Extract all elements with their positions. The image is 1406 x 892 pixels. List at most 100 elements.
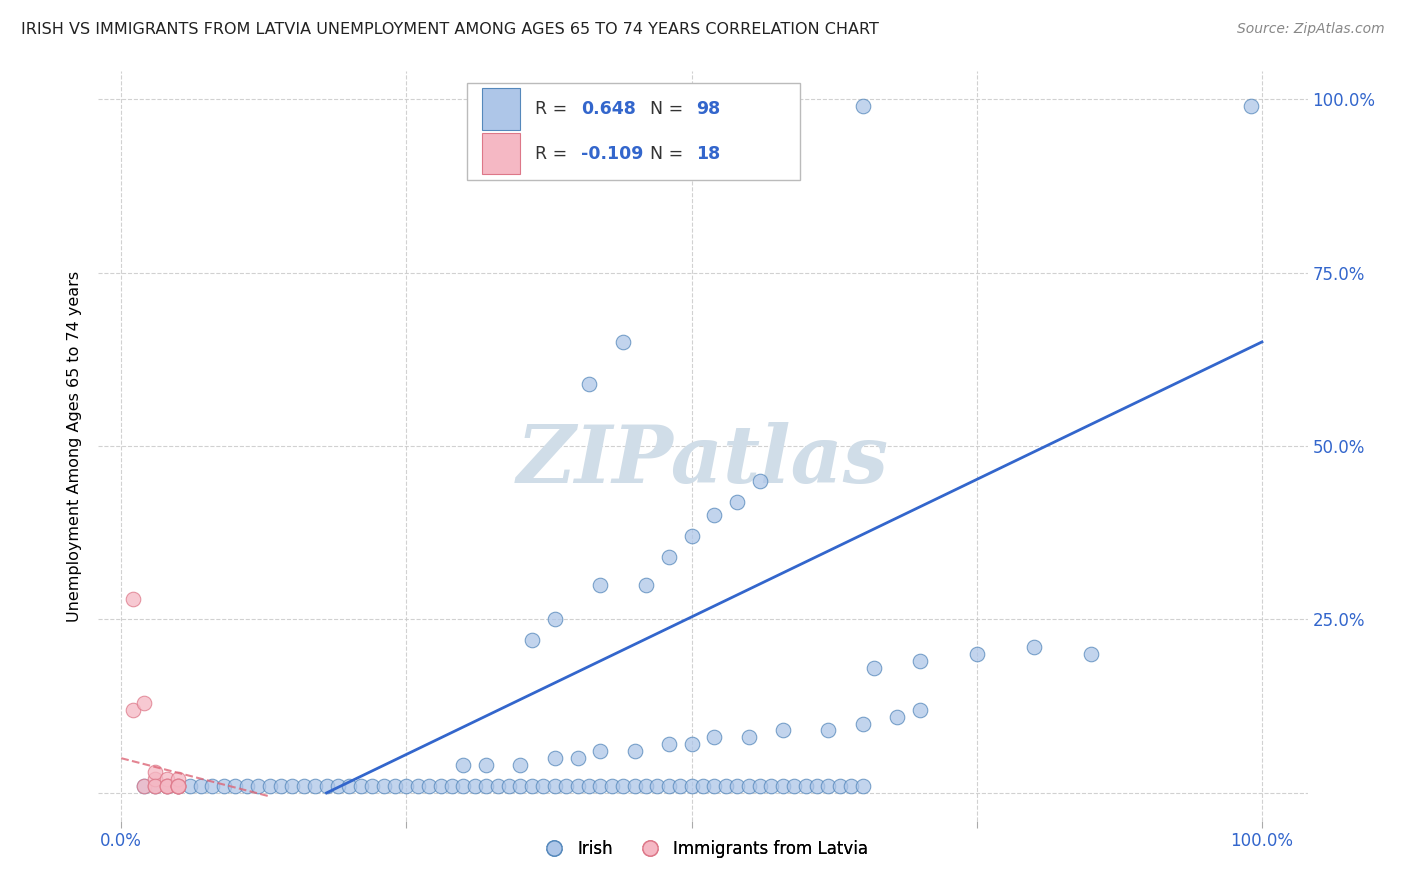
Point bbox=[156, 779, 179, 793]
Point bbox=[886, 709, 908, 723]
Point bbox=[281, 779, 304, 793]
Point bbox=[555, 779, 578, 793]
Point bbox=[578, 779, 600, 793]
Point bbox=[647, 779, 669, 793]
Point bbox=[749, 779, 772, 793]
Point bbox=[167, 779, 190, 793]
Point bbox=[145, 765, 167, 780]
Point bbox=[772, 779, 794, 793]
Text: N =: N = bbox=[650, 145, 689, 162]
Point bbox=[852, 779, 875, 793]
Point bbox=[441, 779, 464, 793]
Point bbox=[863, 661, 886, 675]
Point bbox=[567, 779, 589, 793]
Point bbox=[623, 779, 645, 793]
Point bbox=[623, 744, 645, 758]
Point bbox=[201, 779, 224, 793]
Point bbox=[179, 779, 201, 793]
Point bbox=[475, 758, 498, 772]
Point bbox=[145, 779, 167, 793]
Point bbox=[669, 779, 692, 793]
Point bbox=[520, 633, 543, 648]
Point bbox=[259, 779, 281, 793]
Text: 98: 98 bbox=[696, 100, 720, 118]
Point bbox=[567, 751, 589, 765]
Point bbox=[395, 779, 418, 793]
Point bbox=[384, 779, 406, 793]
Point bbox=[828, 779, 851, 793]
Point bbox=[315, 779, 337, 793]
Point bbox=[156, 779, 179, 793]
Point bbox=[966, 647, 988, 661]
Point bbox=[908, 703, 931, 717]
Point bbox=[589, 578, 612, 592]
Text: -0.109: -0.109 bbox=[581, 145, 644, 162]
Point bbox=[612, 334, 634, 349]
Point bbox=[145, 779, 167, 793]
Point bbox=[658, 779, 681, 793]
Point bbox=[806, 779, 828, 793]
Point bbox=[406, 779, 429, 793]
Point bbox=[167, 779, 190, 793]
Point bbox=[453, 779, 475, 793]
Point bbox=[703, 731, 725, 745]
Point bbox=[486, 779, 509, 793]
Point bbox=[167, 772, 190, 786]
Point bbox=[544, 612, 567, 626]
Point bbox=[156, 772, 179, 786]
Point bbox=[247, 779, 270, 793]
Text: IRISH VS IMMIGRANTS FROM LATVIA UNEMPLOYMENT AMONG AGES 65 TO 74 YEARS CORRELATI: IRISH VS IMMIGRANTS FROM LATVIA UNEMPLOY… bbox=[21, 22, 879, 37]
Point bbox=[190, 779, 212, 793]
Point bbox=[464, 779, 486, 793]
Text: ZIPatlas: ZIPatlas bbox=[517, 422, 889, 500]
Point bbox=[908, 654, 931, 668]
Point bbox=[692, 779, 714, 793]
Point bbox=[681, 737, 703, 751]
Point bbox=[681, 529, 703, 543]
Point bbox=[373, 779, 395, 793]
Point bbox=[167, 779, 190, 793]
Point bbox=[418, 779, 440, 793]
FancyBboxPatch shape bbox=[482, 133, 520, 174]
Point bbox=[475, 779, 498, 793]
Point bbox=[634, 779, 657, 793]
Point bbox=[544, 779, 567, 793]
Point bbox=[145, 779, 167, 793]
Point bbox=[326, 779, 349, 793]
Point bbox=[429, 779, 451, 793]
Point bbox=[132, 779, 155, 793]
Point bbox=[761, 779, 783, 793]
Point bbox=[453, 758, 475, 772]
Point bbox=[167, 779, 190, 793]
Point bbox=[224, 779, 246, 793]
Point bbox=[132, 696, 155, 710]
Point bbox=[612, 779, 634, 793]
Point bbox=[737, 779, 759, 793]
Point bbox=[634, 578, 657, 592]
Point bbox=[852, 99, 875, 113]
Point bbox=[304, 779, 326, 793]
Point bbox=[658, 549, 681, 564]
Point bbox=[145, 772, 167, 786]
FancyBboxPatch shape bbox=[482, 88, 520, 129]
Point bbox=[1022, 640, 1045, 655]
FancyBboxPatch shape bbox=[467, 83, 800, 180]
Point bbox=[544, 751, 567, 765]
Point bbox=[1080, 647, 1102, 661]
Point bbox=[749, 474, 772, 488]
Text: R =: R = bbox=[534, 145, 572, 162]
Point bbox=[703, 779, 725, 793]
Y-axis label: Unemployment Among Ages 65 to 74 years: Unemployment Among Ages 65 to 74 years bbox=[67, 270, 83, 622]
Point bbox=[132, 779, 155, 793]
Point bbox=[681, 779, 703, 793]
Point bbox=[156, 779, 179, 793]
Point bbox=[783, 779, 806, 793]
Point bbox=[531, 779, 554, 793]
Point bbox=[737, 731, 759, 745]
Point bbox=[292, 779, 315, 793]
Point bbox=[156, 779, 179, 793]
Point bbox=[658, 737, 681, 751]
Point bbox=[703, 508, 725, 523]
Point bbox=[600, 779, 623, 793]
Point bbox=[167, 779, 190, 793]
